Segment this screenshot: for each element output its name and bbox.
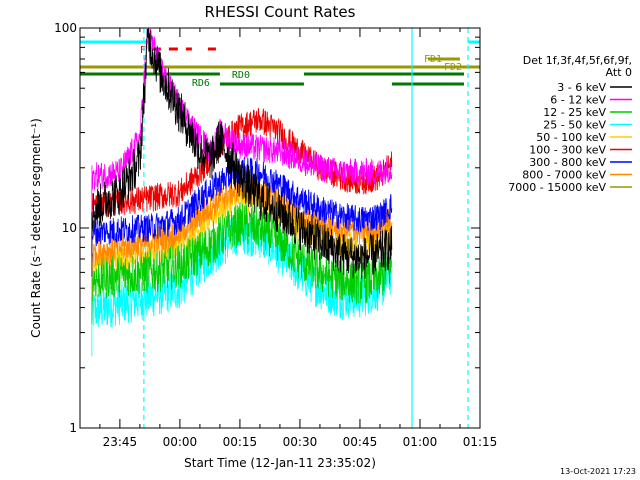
y-axis-label: Count Rate (s⁻¹ detector segment⁻¹) <box>29 118 43 338</box>
series-line-2 <box>91 202 392 305</box>
series-line-0 <box>91 28 393 279</box>
y-tick-label: 1 <box>69 421 77 435</box>
x-tick-label: 00:45 <box>343 435 378 449</box>
legend-header: Det 1f,3f,4f,5f,6f,9f, <box>523 54 632 67</box>
legend-entry-label: 3 - 6 keV <box>557 81 606 94</box>
state-bar-label: FD2 <box>444 62 462 73</box>
legend-entry-label: 6 - 12 keV <box>550 94 606 107</box>
legend-entry-label: 25 - 50 keV <box>543 119 606 132</box>
state-bar-label: RD0 <box>232 70 250 81</box>
legend-entry-label: 12 - 25 keV <box>543 106 606 119</box>
series-line-1 <box>91 28 393 191</box>
legend-entry-label: 800 - 7000 keV <box>522 169 606 182</box>
legend-entry-label: 100 - 300 keV <box>529 144 606 157</box>
state-bar-label: FD1 <box>424 54 442 65</box>
x-tick-label: 00:00 <box>163 435 198 449</box>
x-axis-label: Start Time (12-Jan-11 23:35:02) <box>184 456 376 470</box>
state-bar-label: F <box>140 45 146 56</box>
y-tick-label: 100 <box>54 21 77 35</box>
x-tick-label: 01:00 <box>403 435 438 449</box>
x-tick-label: 00:30 <box>283 435 318 449</box>
legend-entry-label: 50 - 100 keV <box>536 131 606 144</box>
x-tick-label: 23:45 <box>103 435 138 449</box>
series-layer <box>91 28 393 357</box>
axes-layer: 1 10 100 23:45 00:00 00:15 00:30 00:45 01:00 01:1… <box>54 21 497 449</box>
state-bar-label: RD6 <box>192 78 210 89</box>
x-tick-label: 00:15 <box>223 435 258 449</box>
y-tick-label: 10 <box>62 221 77 235</box>
legend-header: Att 0 <box>606 66 632 79</box>
plot-timestamp: 13-Oct-2021 17:23 <box>560 467 636 476</box>
series-line-7 <box>91 174 393 267</box>
x-tick-label: 01:15 <box>463 435 498 449</box>
legend-entry-label: 7000 - 15000 keV <box>508 181 606 194</box>
legend-entry-label: 300 - 800 keV <box>529 156 606 169</box>
series-line-5 <box>91 107 393 218</box>
chart-title: RHESSI Count Rates <box>205 3 356 21</box>
